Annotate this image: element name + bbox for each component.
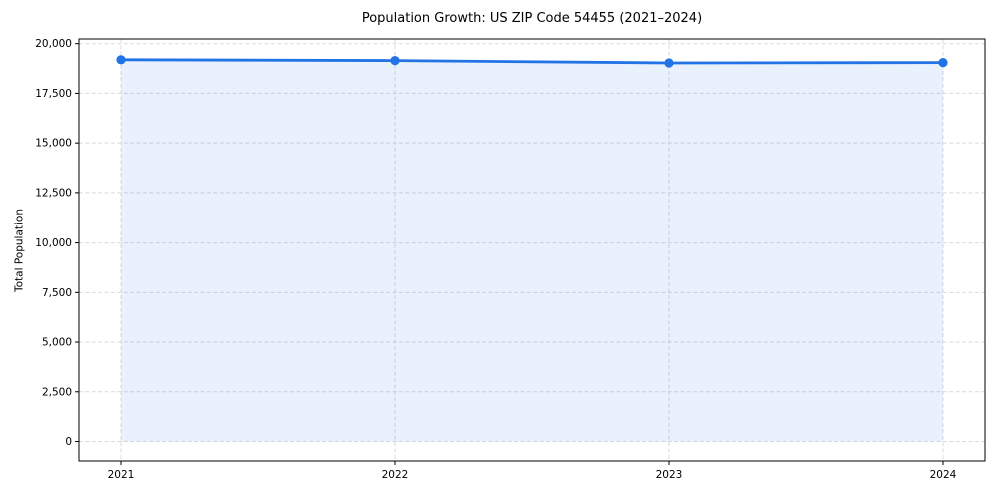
y-tick-label: 2,500 <box>42 386 72 398</box>
y-tick-label: 20,000 <box>35 38 72 50</box>
y-tick-label: 5,000 <box>42 337 72 349</box>
data-point-marker <box>664 58 674 68</box>
area-fill <box>121 59 943 442</box>
y-tick-label: 10,000 <box>35 237 72 249</box>
y-tick-label: 12,500 <box>35 187 72 199</box>
y-tick-label: 15,000 <box>35 138 72 150</box>
chart-title: Population Growth: US ZIP Code 54455 (20… <box>361 11 703 26</box>
x-tick-label: 2024 <box>930 469 957 481</box>
y-tick-label: 17,500 <box>35 88 72 100</box>
plot-border <box>78 38 986 462</box>
data-line <box>119 58 945 65</box>
y-tick-label: 0 <box>65 436 72 448</box>
x-tick-label: 2021 <box>108 469 135 481</box>
y-tick-label: 7,500 <box>42 287 72 299</box>
x-tick-label: 2023 <box>656 469 683 481</box>
data-point-marker <box>938 57 948 68</box>
data-point-marker <box>116 55 126 65</box>
data-point-marker <box>390 56 400 66</box>
x-tick-label: 2022 <box>382 469 409 481</box>
